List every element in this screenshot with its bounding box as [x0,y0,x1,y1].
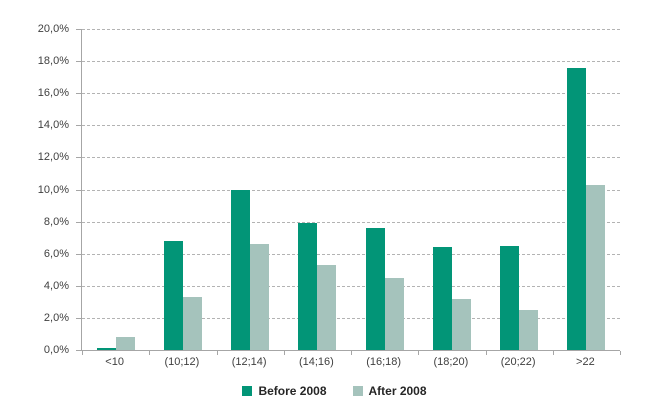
bar-before-2008-(14;16) [298,223,318,350]
y-tick-label: 14,0% [37,119,69,132]
bar-group-(12;14) [217,29,284,350]
gridline [82,29,620,30]
gridline [82,253,620,255]
gridline [82,285,620,287]
y-axis-tick [76,317,82,319]
bar-before-2008-(10;12) [163,240,183,350]
bar-after-2008->22 [586,184,606,350]
x-tick-label: <10 [105,356,124,368]
legend: Before 2008 After 2008 [0,384,669,398]
legend-label: Before 2008 [258,384,327,398]
y-axis-tick [76,125,82,127]
y-axis-tick [76,253,82,255]
bar-group->22 [553,29,620,350]
bar-after-2008-(14;16) [317,264,337,350]
x-tick-label: (20;22) [500,356,536,368]
legend-label: After 2008 [368,384,427,398]
legend-item-after-2008: After 2008 [352,384,427,398]
legend-swatch-icon [352,386,363,396]
bar-after-2008-(10;12) [182,297,202,350]
legend-item-before-2008: Before 2008 [242,384,327,398]
bar-after-2008-(20;22) [519,309,539,350]
gridline [82,61,620,63]
y-axis-tick [76,157,82,159]
x-tick-label: (14;16) [298,356,334,368]
bar-group-(16;18) [351,29,418,350]
y-axis-tick [76,350,82,351]
bar-before-2008-(18;20) [432,247,452,350]
x-axis-tick [82,351,83,355]
x-tick-label: (18;20) [433,356,469,368]
bar-group-(14;16) [284,29,351,350]
gridline [82,157,620,159]
plot-area [76,29,621,355]
y-axis-tick [76,221,82,223]
bar-after-2008-(16;18) [384,277,404,350]
y-tick-label: 10,0% [37,183,69,196]
x-axis-tick [552,351,554,355]
y-tick-label: 20,0% [37,23,69,35]
x-tick-label: >22 [576,356,595,368]
x-axis-tick [149,351,151,355]
gridline [82,125,620,127]
gridline [82,221,620,223]
y-tick-label: 0,0% [43,344,69,356]
x-tick-label: (16;18) [366,356,402,368]
y-tick-label: 18,0% [37,55,69,68]
x-axis-tick [351,351,352,355]
x-axis-tick [485,351,487,355]
x-axis-labels: <10 (10;12) (12;14) (14;16) (16;18) (18;20) (2… [81,356,619,368]
bars-row [82,29,620,350]
x-axis-tick [283,351,285,355]
bar-group-<10 [82,29,149,350]
bar-group-(20;22) [486,29,553,350]
y-axis-tick [76,93,82,95]
bar-before-2008-(16;18) [365,228,385,350]
y-tick-label: 6,0% [43,247,69,260]
bar-before-2008-(12;14) [231,189,251,350]
y-tick-label: 8,0% [43,215,69,228]
x-axis-tick [418,351,420,355]
y-tick-label: 16,0% [37,87,69,100]
x-tick-label: (10;12) [164,356,200,368]
bar-before-2008-(20;22) [500,245,520,350]
y-axis-tick [76,61,82,63]
x-axis-tick [620,351,621,355]
gridline [82,317,620,319]
y-tick-label: 2,0% [43,311,69,324]
bar-group-(18;20) [418,29,485,350]
legend-swatch-icon [242,386,253,396]
y-axis-tick [76,189,82,191]
y-tick-label: 12,0% [37,151,69,164]
bar-before-2008-<10 [96,348,116,350]
gridline [82,93,620,95]
bar-after-2008-(18;20) [451,298,471,350]
bar-after-2008-<10 [115,337,135,350]
y-axis-tick [76,29,82,30]
gridline [82,189,620,191]
bar-before-2008->22 [567,67,587,350]
y-tick-label: 4,0% [43,279,69,292]
x-tick-label: (12;14) [231,356,267,368]
x-axis-tick [216,351,218,355]
bar-group-(10;12) [149,29,216,350]
bar-after-2008-(12;14) [250,244,270,350]
y-axis-tick [76,285,82,287]
